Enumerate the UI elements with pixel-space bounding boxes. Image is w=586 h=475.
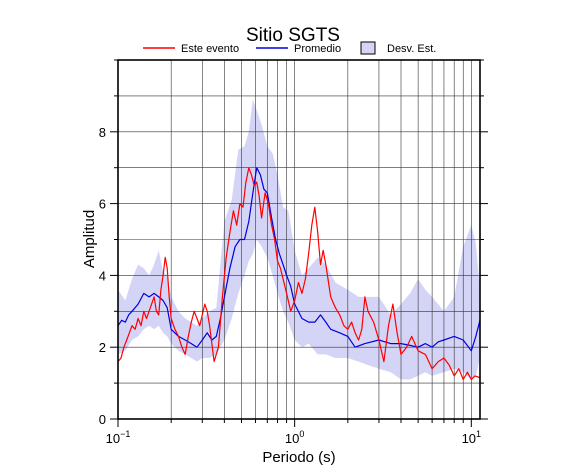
event-line <box>117 167 481 381</box>
y-tick-label: 6 <box>99 197 106 212</box>
x-tick-base: 10 <box>106 431 120 446</box>
y-tick-label: 8 <box>99 125 106 140</box>
mean-line <box>117 167 481 352</box>
y-tick-label: 4 <box>99 268 106 283</box>
x-axis-label: Periodo (s) <box>262 449 335 466</box>
x-tick-label: 100 <box>285 429 304 446</box>
x-tick-exponent: 0 <box>299 429 304 439</box>
y-axis-label: Amplitud <box>81 210 98 268</box>
x-tick-exponent: −1 <box>120 429 130 439</box>
x-tick-base: 10 <box>462 431 476 446</box>
legend: Este evento Promedio Desv. Est. <box>143 41 436 55</box>
legend-std-label: Desv. Est. <box>387 43 436 55</box>
chart-title: Sitio SGTS <box>246 25 340 46</box>
x-tick-label: 101 <box>462 429 481 446</box>
y-tick-label: 0 <box>99 412 106 427</box>
x-tick-base: 10 <box>285 431 299 446</box>
legend-event-label: Este evento <box>181 43 239 55</box>
y-tick-label: 2 <box>99 340 106 355</box>
x-tick-exponent: 1 <box>476 429 481 439</box>
x-tick-label: 10−1 <box>106 429 131 446</box>
legend-mean-label: Promedio <box>294 43 341 55</box>
legend-std-swatch <box>360 41 376 55</box>
